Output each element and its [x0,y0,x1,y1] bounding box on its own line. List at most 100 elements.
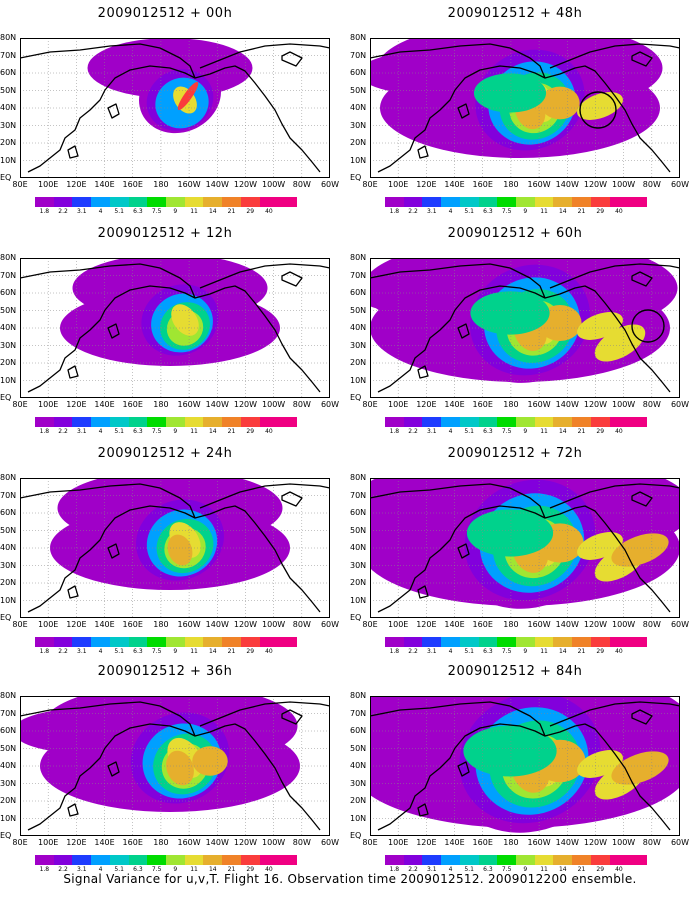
america-coastline [194,505,321,613]
colorbar-label: 6.3 [483,866,493,873]
colorbar-label: 3.1 [77,648,87,655]
longitude-label: 60W [320,620,340,629]
longitude-label: 120E [416,400,437,409]
colorbar-label: 3.1 [427,208,437,215]
colorbar-segment [590,197,610,207]
latitude-label: 50N [350,525,367,535]
colorbar-label: 1.8 [389,208,400,215]
colorbar-segment [203,197,223,207]
longitude-label: 100E [38,620,59,629]
philippines-coastline [67,145,79,159]
colorbar-label: 6.3 [483,428,493,435]
longitude-label: 80E [12,620,28,629]
longitude-label: 120E [66,180,87,189]
latitude-label: 70N [0,50,17,60]
colorbar-label: 29 [596,648,605,655]
figure-caption: Signal Variance for u,v,T. Flight 16. Ob… [63,872,637,886]
longitude-label: 80E [362,620,378,629]
arctic-coastline [549,43,680,69]
variance-contour [463,725,557,777]
colorbar-label: 40 [265,428,273,435]
longitude-label: 180 [503,838,519,847]
latitude-label: 20N [350,138,367,147]
colorbar-labels: 1.8 2.2 3.1 4 5.1 6.3 7.5 9 11 14 21 29 40 [385,867,647,875]
colorbar-label: 4 [448,208,453,215]
longitude-axis: 80E 100E 120E 140E 160E 180 160W 140W 120W 100W 80… [350,400,689,411]
colorbar-label: 2.2 [58,866,68,873]
colorbar-segment [534,855,554,865]
longitude-axis: 80E 100E 120E 140E 160E 180 160W 140W 120W 100W 80… [350,620,689,631]
colorbar-segment [385,637,404,647]
colorbar-segment [278,637,298,647]
colorbar-segment [203,855,223,865]
latitude-label: 60N [350,288,367,297]
forecast-panel: 2009012512 + 24h 80N 70N 60N 50N 40N 30N 20N 10N… [0,440,339,662]
colorbar-label: 1.8 [389,866,400,873]
colorbar-label: 21 [577,428,586,435]
longitude-label: 160E [122,180,143,189]
hudson-bay-coastline [631,491,653,507]
hudson-bay-coastline [281,271,303,287]
latitude-label: 70N [0,708,17,718]
latitude-label: 40N [350,761,367,770]
colorbar-label: 6.3 [483,208,493,215]
colorbar-segment [609,855,629,865]
colorbar-segment [109,855,129,865]
latitude-label: 50N [0,743,17,753]
panel-title: 2009012512 + 24h [97,446,233,461]
colorbar-segment [572,197,591,207]
colorbar-label: 29 [246,428,255,435]
variance-map [20,258,330,398]
forecast-panel: 2009012512 + 48h 80N 70N 60N 50N 40N 30N 20N 10N… [350,0,689,222]
longitude-label: 120E [66,400,87,409]
colorbar-label: 4 [448,428,453,435]
colorbar-label: 40 [615,648,623,655]
philippines-coastline [67,803,79,817]
colorbar-segment [91,855,110,865]
latitude-label: 70N [0,490,17,500]
japan-coastline [107,103,120,119]
longitude-label: 60W [670,400,690,409]
colorbar-label: 6.3 [133,428,143,435]
colorbar-label: 14 [558,866,567,873]
longitude-label: 160E [122,838,143,847]
colorbar [385,197,648,207]
longitude-label: 160E [472,838,493,847]
latitude-label: EQ [0,173,12,182]
variance-contour [466,509,554,557]
observation-circle [631,309,665,343]
colorbar-label: 11 [190,648,198,655]
latitude-label: 30N [0,778,17,788]
colorbar-segment [628,197,648,207]
latitude-label: 60N [0,726,17,735]
arctic-coastline [199,263,330,289]
panel-title: 2009012512 + 36h [97,664,233,679]
colorbar-segment [259,197,279,207]
hudson-bay-coastline [281,491,303,507]
latitude-label: 80N [350,691,367,700]
colorbar-labels: 1.8 2.2 3.1 4 5.1 6.3 7.5 9 11 14 21 29 40 [385,429,647,437]
longitude-label: 100E [388,180,409,189]
longitude-label: 100W [612,620,636,629]
longitude-label: 100E [38,400,59,409]
colorbar-label: 4 [448,648,453,655]
colorbar-segment [403,637,423,647]
latitude-label: 20N [0,138,17,147]
latitude-label: 30N [0,560,17,570]
colorbar-segment [166,637,185,647]
colorbar-label: 4 [98,648,103,655]
longitude-axis: 80E 100E 120E 140E 160E 180 160W 140W 120W 100W 80… [350,180,689,191]
longitude-label: 160E [472,620,493,629]
colorbar-label: 4 [98,208,103,215]
longitude-label: 160W [527,838,551,847]
longitude-label: 120W [583,620,608,629]
longitude-label: 180 [153,620,169,629]
colorbar-label: 11 [540,648,548,655]
longitude-label: 80E [12,180,28,189]
colorbar-segment [553,855,573,865]
colorbar-segment [109,417,129,427]
colorbar-segment [35,197,54,207]
colorbar-label: 29 [596,866,605,873]
forecast-panel: 2009012512 + 72h 80N 70N 60N 50N 40N 30N 20N 10N… [350,440,689,662]
colorbar-segment [516,637,535,647]
